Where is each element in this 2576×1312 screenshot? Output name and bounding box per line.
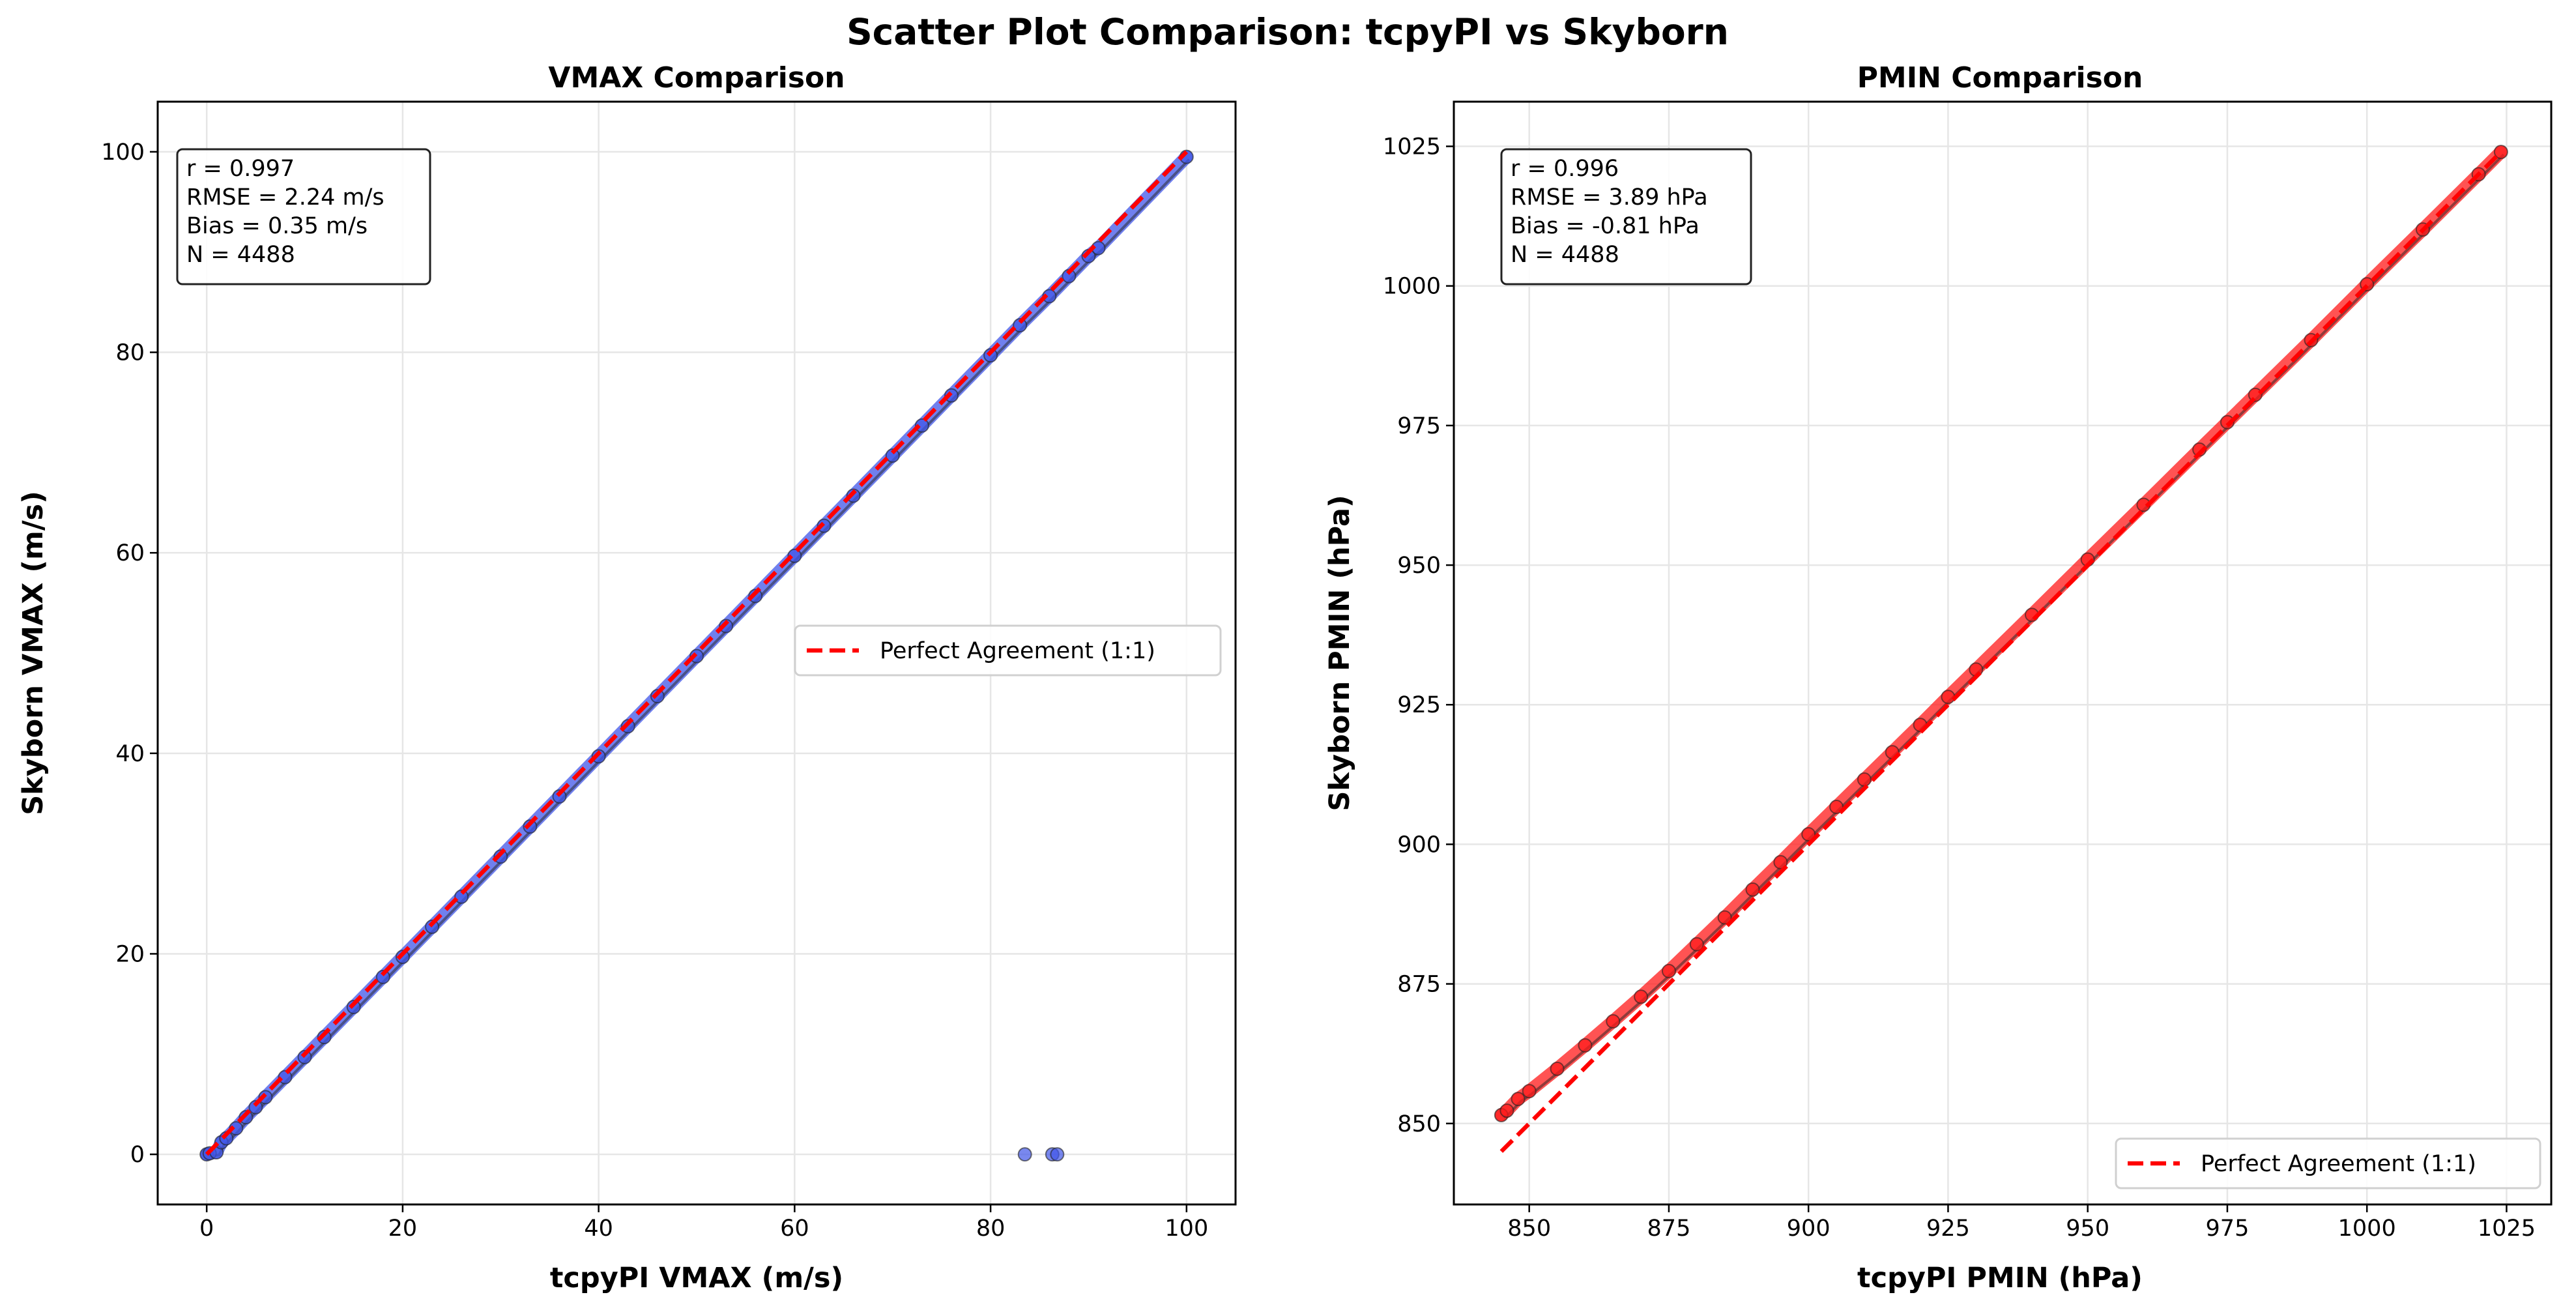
- x-tick-label: 850: [1507, 1216, 1551, 1242]
- stats-line: RMSE = 2.24 m/s: [186, 184, 384, 211]
- x-tick-label: 100: [1165, 1216, 1208, 1242]
- x-tick-label: 1025: [2478, 1216, 2536, 1242]
- y-tick-label: 950: [1397, 553, 1441, 579]
- pmin-title: PMIN Comparison: [1857, 61, 2143, 95]
- axes-frame: [156, 100, 1237, 1206]
- y-tick-label: 975: [1397, 413, 1441, 439]
- y-tick-label: 875: [1397, 972, 1441, 998]
- x-tick-label: 20: [388, 1216, 418, 1242]
- data-point: [1499, 1103, 1514, 1118]
- x-tick-label: 1000: [2338, 1216, 2396, 1242]
- data-point: [1013, 318, 1028, 333]
- data-point: [1522, 1084, 1537, 1099]
- y-tick-label: 925: [1397, 692, 1441, 718]
- y-tick-label: 100: [101, 139, 145, 166]
- legend-label: Perfect Agreement (1:1): [2201, 1151, 2476, 1177]
- vmax-ylabel: Skyborn VMAX (m/s): [17, 491, 50, 815]
- vmax-xlabel: tcpyPI VMAX (m/s): [550, 1262, 843, 1294]
- data-point: [248, 1100, 263, 1115]
- data-point: [1578, 1038, 1593, 1053]
- stats-line: Bias = 0.35 m/s: [186, 213, 368, 239]
- legend-label: Perfect Agreement (1:1): [880, 638, 1155, 664]
- x-tick-label: 60: [780, 1216, 809, 1242]
- data-point: [1511, 1092, 1526, 1107]
- stats-line: r = 0.997: [186, 156, 295, 182]
- data-point: [1773, 854, 1788, 869]
- data-point: [1017, 1147, 1032, 1162]
- data-point: [2493, 145, 2508, 160]
- x-tick-label: 0: [199, 1216, 214, 1242]
- y-tick-label: 850: [1397, 1111, 1441, 1137]
- y-tick-label: 1000: [1383, 274, 1441, 300]
- data-point: [1550, 1061, 1565, 1076]
- vmax-title: VMAX Comparison: [548, 61, 845, 95]
- figure-title: Scatter Plot Comparison: tcpyPI vs Skybo…: [847, 11, 1729, 53]
- y-tick-label: 20: [115, 941, 145, 967]
- y-tick-label: 60: [115, 540, 145, 566]
- y-tick-label: 0: [130, 1142, 145, 1168]
- x-tick-label: 875: [1647, 1216, 1691, 1242]
- data-point: [1689, 937, 1704, 952]
- data-point: [2220, 415, 2235, 430]
- x-tick-label: 925: [1926, 1216, 1970, 1242]
- stats-line: RMSE = 3.89 hPa: [1511, 184, 1708, 211]
- x-tick-label: 950: [2066, 1216, 2109, 1242]
- data-point: [885, 448, 900, 463]
- stats-box: [1500, 148, 1752, 285]
- perfect-agreement-line: [205, 150, 1189, 1156]
- data-point: [1634, 989, 1649, 1004]
- stats-line: N = 4488: [186, 242, 295, 268]
- y-tick-label: 900: [1397, 832, 1441, 858]
- vmax-subplot: VMAX Comparison tcpyPI VMAX (m/s) Skybor…: [17, 61, 1237, 1294]
- data-point: [375, 969, 390, 984]
- data-point: [1717, 910, 1732, 925]
- y-tick-label: 80: [115, 340, 145, 366]
- y-tick-label: 40: [115, 741, 145, 767]
- data-point: [1801, 827, 1816, 842]
- data-point: [1661, 963, 1676, 978]
- data-point: [1606, 1013, 1621, 1028]
- stats-line: r = 0.996: [1511, 156, 1619, 182]
- data-point: [1857, 772, 1872, 787]
- y-tick-label: 1025: [1383, 134, 1441, 160]
- data-point: [1745, 882, 1760, 897]
- point-band: [1494, 145, 2508, 1122]
- x-tick-label: 40: [584, 1216, 613, 1242]
- data-point: [1941, 690, 1956, 705]
- legend-box: [794, 624, 1222, 677]
- data-point: [1050, 1147, 1065, 1162]
- perfect-agreement-line: [1499, 150, 2503, 1153]
- legend-box: [2115, 1137, 2541, 1189]
- stats-box: [176, 148, 431, 285]
- stats-line: Bias = -0.81 hPa: [1511, 213, 1700, 239]
- stats-line: N = 4488: [1511, 242, 1619, 268]
- pmin-ylabel: Skyborn PMIN (hPa): [1324, 495, 1356, 811]
- x-tick-label: 80: [976, 1216, 1006, 1242]
- pmin-xlabel: tcpyPI PMIN (hPa): [1857, 1262, 2143, 1294]
- x-tick-label: 975: [2206, 1216, 2250, 1242]
- pmin-subplot: PMIN Comparison tcpyPI PMIN (hPa) Skybor…: [1324, 61, 2553, 1294]
- x-tick-label: 900: [1787, 1216, 1831, 1242]
- axes-frame: [1453, 100, 2553, 1206]
